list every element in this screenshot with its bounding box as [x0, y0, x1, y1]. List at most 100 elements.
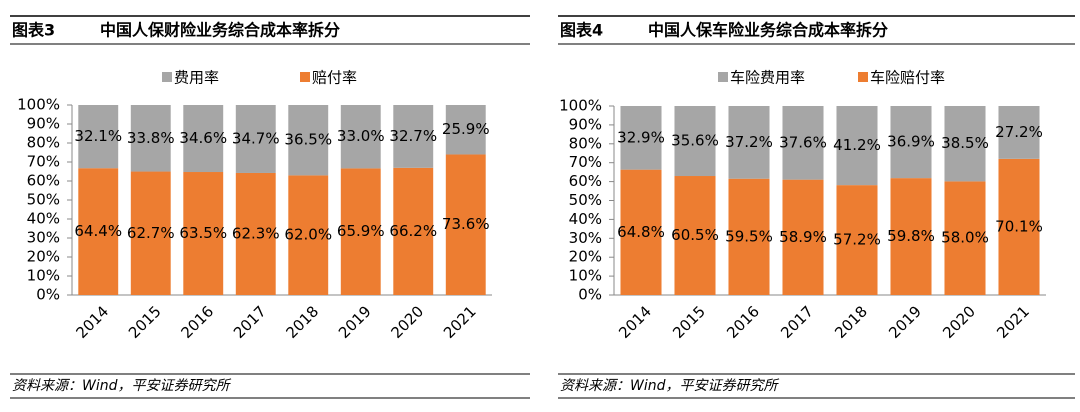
y-tick-label: 30% [27, 229, 60, 247]
legend-swatch [718, 72, 728, 82]
x-tick-label: 2015 [669, 302, 709, 342]
data-label: 25.9% [442, 120, 490, 138]
bar-segment [445, 154, 486, 295]
y-tick-label: 40% [569, 210, 602, 228]
x-tick-label: 2021 [440, 302, 480, 342]
x-tick-label: 2015 [125, 302, 165, 342]
bar-segment [620, 169, 662, 295]
x-tick-label: 2017 [230, 302, 270, 342]
data-label: 27.2% [995, 123, 1043, 141]
bar-segment [445, 105, 486, 155]
data-label: 62.0% [284, 226, 332, 244]
bar-segment [288, 105, 329, 176]
data-label: 58.0% [941, 229, 989, 247]
y-tick-label: 90% [27, 115, 60, 133]
data-label: 34.6% [179, 129, 227, 147]
data-label: 62.3% [232, 224, 280, 242]
x-tick-label: 2019 [335, 302, 375, 342]
y-tick-label: 50% [569, 191, 602, 209]
y-tick-label: 10% [569, 267, 602, 285]
data-label: 64.4% [74, 222, 122, 240]
x-tick-label: 2017 [777, 302, 817, 342]
legend-swatch [300, 72, 310, 82]
x-tick-label: 2018 [283, 302, 323, 342]
data-label: 58.9% [779, 228, 827, 246]
data-label: 63.5% [179, 224, 227, 242]
bar-segment [78, 168, 119, 295]
data-label: 36.9% [887, 133, 935, 151]
bar-segment [728, 178, 770, 295]
data-label: 33.0% [337, 127, 385, 145]
y-tick-label: 50% [27, 191, 60, 209]
bar-segment [998, 106, 1040, 159]
bar-segment [235, 172, 276, 295]
legend-swatch [858, 72, 868, 82]
data-label: 70.1% [995, 217, 1043, 235]
bar-segment [782, 179, 824, 295]
x-tick-label: 2019 [885, 302, 925, 342]
bar-segment [340, 105, 381, 169]
bar-segment [944, 106, 986, 182]
y-tick-label: 70% [569, 153, 602, 171]
data-label: 32.1% [74, 127, 122, 145]
bar-segment [393, 105, 434, 168]
y-tick-label: 60% [27, 172, 60, 190]
bar-segment [130, 105, 171, 172]
legend-swatch [162, 72, 172, 82]
bar-segment [183, 172, 224, 295]
bar-segment [944, 181, 986, 295]
data-label: 35.6% [671, 132, 719, 150]
data-label: 64.8% [617, 223, 665, 241]
data-label: 60.5% [671, 226, 719, 244]
data-label: 41.2% [833, 136, 881, 154]
bar-segment [674, 106, 716, 177]
x-tick-label: 2018 [831, 302, 871, 342]
bar-segment [78, 105, 119, 169]
bar-segment [728, 106, 770, 179]
x-tick-label: 2020 [939, 302, 979, 342]
data-label: 73.6% [442, 215, 490, 233]
bar-segment [890, 106, 932, 179]
y-tick-label: 0% [578, 286, 602, 304]
y-tick-label: 0% [36, 286, 60, 304]
bar-segment [836, 106, 878, 186]
y-tick-label: 10% [27, 267, 60, 285]
data-label: 62.7% [127, 224, 175, 242]
legend-label: 车险赔付率 [870, 69, 945, 87]
data-label: 34.7% [232, 129, 280, 147]
bar-segment [130, 171, 171, 295]
data-label: 59.5% [725, 227, 773, 245]
x-tick-label: 2016 [178, 302, 218, 342]
data-label: 38.5% [941, 134, 989, 152]
y-tick-label: 100% [17, 96, 60, 114]
bar-segment [890, 178, 932, 295]
data-label: 37.6% [779, 133, 827, 151]
y-tick-label: 80% [27, 134, 60, 152]
bar-segment [393, 167, 434, 295]
x-tick-label: 2021 [993, 302, 1033, 342]
figure-label: 图表3 [12, 21, 55, 40]
data-label: 33.8% [127, 129, 175, 147]
y-tick-label: 30% [569, 229, 602, 247]
data-label: 57.2% [833, 231, 881, 249]
y-tick-label: 90% [569, 115, 602, 133]
y-tick-label: 70% [27, 153, 60, 171]
bar-segment [836, 185, 878, 295]
data-label: 59.8% [887, 227, 935, 245]
x-tick-label: 2016 [723, 302, 763, 342]
source: 资料来源：Wind，平安证券研究所 [12, 378, 231, 394]
y-tick-label: 100% [559, 97, 602, 115]
bar-segment [782, 106, 824, 180]
x-tick-label: 2014 [73, 302, 113, 342]
legend-label: 费用率 [174, 69, 219, 87]
y-tick-label: 20% [569, 248, 602, 266]
figure-label: 图表4 [560, 21, 603, 40]
y-tick-label: 60% [569, 172, 602, 190]
x-tick-label: 2014 [615, 302, 655, 342]
x-tick-label: 2020 [388, 302, 428, 342]
bar-segment [288, 175, 329, 295]
legend-label: 车险费用率 [730, 69, 805, 87]
bar-segment [674, 176, 716, 295]
data-label: 36.5% [284, 131, 332, 149]
